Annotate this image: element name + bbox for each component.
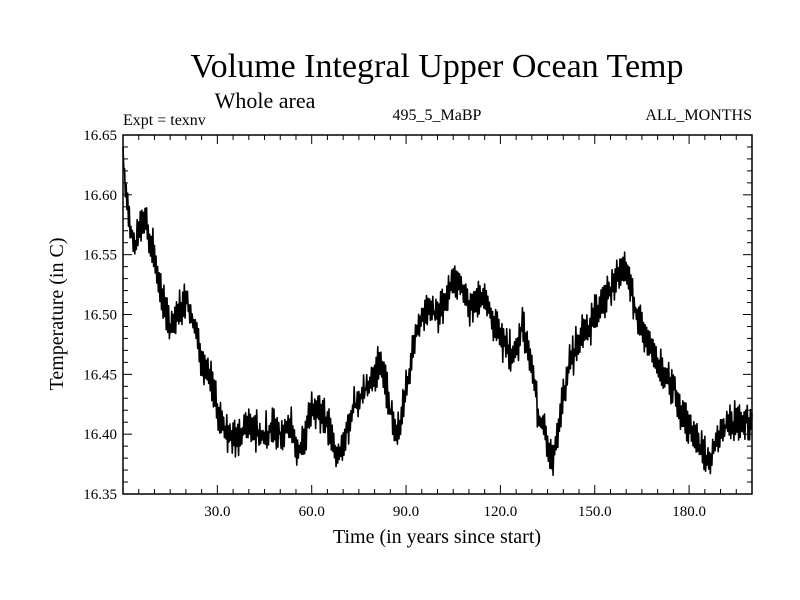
y-tick-label: 16.60: [83, 188, 117, 204]
x-tick-label: 150.0: [578, 504, 612, 520]
x-tick-label: 30.0: [204, 504, 230, 520]
axis-ticks: 30.0 60.0 90.0 120.0 150.0 180.0 16.35 16.40 16.…: [83, 128, 752, 520]
y-tick-label: 16.55: [83, 248, 117, 264]
y-tick-label: 16.45: [83, 367, 117, 383]
y-axis-label: Temperature (in C): [46, 238, 68, 391]
months-label: ALL_MONTHS: [645, 107, 752, 124]
chart-subtitle: Whole area: [215, 88, 316, 113]
plot-frame: [122, 134, 753, 495]
run-label: 495_5_MaBP: [393, 107, 482, 124]
experiment-label: Expt = texnv: [123, 112, 206, 129]
x-tick-label: 90.0: [393, 504, 419, 520]
x-tick-label: 180.0: [672, 504, 706, 520]
x-axis-label: Time (in years since start): [333, 526, 541, 548]
y-tick-label: 16.50: [83, 308, 117, 324]
temperature-series-line: [122, 146, 753, 477]
x-tick-label: 120.0: [484, 504, 518, 520]
chart-title: Volume Integral Upper Ocean Temp: [191, 48, 684, 85]
y-tick-label: 16.65: [83, 128, 117, 144]
x-tick-label: 60.0: [299, 504, 325, 520]
y-tick-label: 16.35: [83, 487, 117, 503]
y-tick-label: 16.40: [83, 427, 117, 443]
data-layer: [122, 146, 753, 477]
